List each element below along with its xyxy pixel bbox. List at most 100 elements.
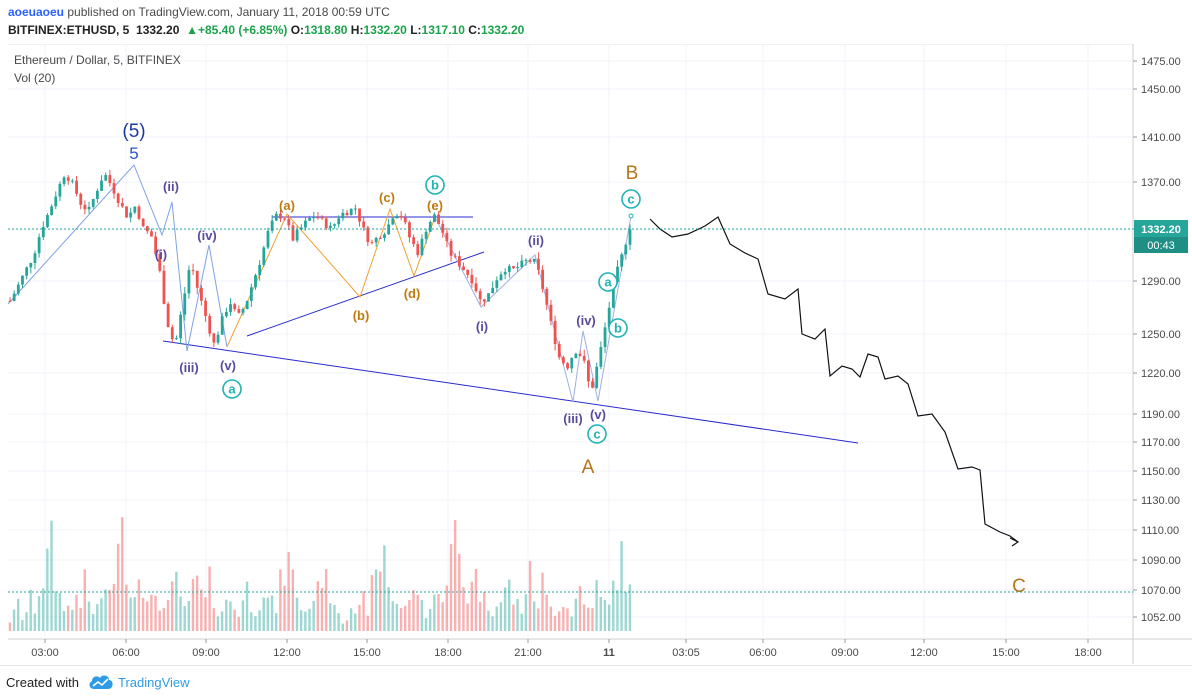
time-axis[interactable]: 03:00 06:00 09:00 12:00 15:00 18:00 21:00 11 03:… [31, 639, 1102, 659]
candle-body [545, 288, 549, 305]
price-tick-label: 1475.00 [1141, 56, 1181, 68]
volume-bar [337, 613, 340, 631]
candle-body [25, 267, 29, 276]
ohlc-open-label: O: [290, 23, 305, 37]
volume-bar [79, 607, 82, 631]
volume-bar [607, 604, 611, 631]
wave-end-dot [628, 213, 634, 219]
candle-body [29, 262, 33, 268]
candle-body [141, 218, 145, 227]
wave-label-circle-a: a [228, 382, 236, 397]
wave-label-circle-a-2-ring [598, 272, 618, 292]
candle-body [337, 218, 341, 225]
tradingview-brand[interactable]: TradingView [118, 675, 190, 690]
wave-label-circle-c-2-ring [621, 189, 641, 209]
wave-lines [7, 164, 632, 403]
candle-body [557, 344, 561, 358]
candle-body [270, 220, 274, 231]
candle-body [507, 266, 511, 272]
time-tick-label: 03:05 [672, 647, 700, 659]
volume-bar [587, 607, 590, 631]
wave-label-ii-2: (ii) [528, 233, 544, 248]
candle-body [41, 227, 45, 238]
wave-label-circle-a-ring [222, 379, 242, 399]
volume-bar [595, 580, 598, 631]
price-axis[interactable]: 1475.001450.001410.001370.001330.001290.… [1133, 56, 1188, 624]
candle-body [283, 218, 287, 220]
candle-body [441, 223, 445, 233]
candle-body [470, 274, 474, 284]
volume-bar [545, 594, 548, 631]
price-chart[interactable]: (5) 5 (ii) (i) (iv) (iii) (v) (i) (ii) (iv) (iii) (… [0, 44, 1192, 664]
candle-body [79, 193, 83, 205]
volume-bar [29, 589, 32, 631]
volume-bar [266, 597, 270, 631]
volume-bar [37, 596, 41, 631]
candle-body [524, 260, 528, 262]
tradingview-cloud-icon[interactable] [88, 673, 114, 691]
current-price-badge [1134, 220, 1188, 237]
candles [8, 170, 632, 390]
volume-bar [566, 608, 569, 631]
candle-body [179, 314, 183, 339]
candle-body [466, 269, 470, 275]
wave-label-a-orange: (a) [279, 198, 295, 213]
volume-bar [158, 610, 161, 631]
volume-bar [541, 572, 544, 631]
wave-label-A: A [582, 457, 595, 478]
volume-bar [428, 609, 432, 631]
candle-body [312, 217, 316, 219]
volume-bar [549, 606, 553, 631]
candle-body [512, 266, 515, 269]
volume-bar [250, 612, 253, 631]
candle-body [628, 229, 632, 245]
volume-bar [362, 591, 365, 631]
projection-path[interactable] [649, 216, 1020, 547]
candle-body [150, 231, 153, 237]
candle-body [162, 270, 166, 304]
candle-body [54, 196, 58, 207]
volume-bar [474, 568, 478, 631]
candle-body [104, 175, 108, 181]
price-tick-label: 1190.00 [1141, 409, 1180, 421]
volume-bar [287, 551, 290, 631]
candle-body [100, 180, 103, 191]
volume-bar [424, 618, 428, 631]
time-tick-label: 12:00 [273, 647, 301, 659]
volume-bar [453, 519, 457, 631]
candle-body [62, 177, 66, 184]
volume-bar [150, 594, 153, 631]
time-tick-label: 11 [603, 647, 615, 659]
candle-body [582, 355, 586, 361]
volume-bar [412, 590, 415, 631]
candle-body [8, 300, 12, 302]
candle-body [541, 269, 545, 289]
volume-bar [216, 616, 220, 631]
volume-bar [191, 578, 195, 631]
candle-body [358, 208, 361, 222]
candle-body [374, 237, 378, 243]
candle-body [474, 283, 478, 292]
author-name[interactable]: aoeuaoeu [8, 5, 65, 19]
candle-body [595, 366, 599, 388]
volume-bar [204, 597, 207, 631]
candle-body [229, 304, 232, 312]
volume-bar [220, 611, 224, 631]
candle-body [191, 270, 195, 272]
candle-body [287, 218, 291, 226]
volume-bar [208, 566, 211, 631]
candle-body [491, 287, 495, 294]
volume-bar [466, 603, 469, 631]
candle-body [175, 338, 178, 340]
time-tick-label: 03:00 [31, 647, 59, 659]
candle-body [482, 299, 486, 302]
wave-label-iv-2: (iv) [576, 313, 596, 328]
wave-label-circle-b-2: b [614, 321, 622, 336]
volume-bar [125, 584, 128, 631]
volume-bar [295, 597, 299, 631]
candle-body [166, 303, 170, 328]
price-tick-label: 1450.00 [1141, 84, 1181, 96]
volume-bar [624, 592, 627, 631]
candle-body [16, 284, 20, 294]
candle-body [362, 221, 366, 228]
